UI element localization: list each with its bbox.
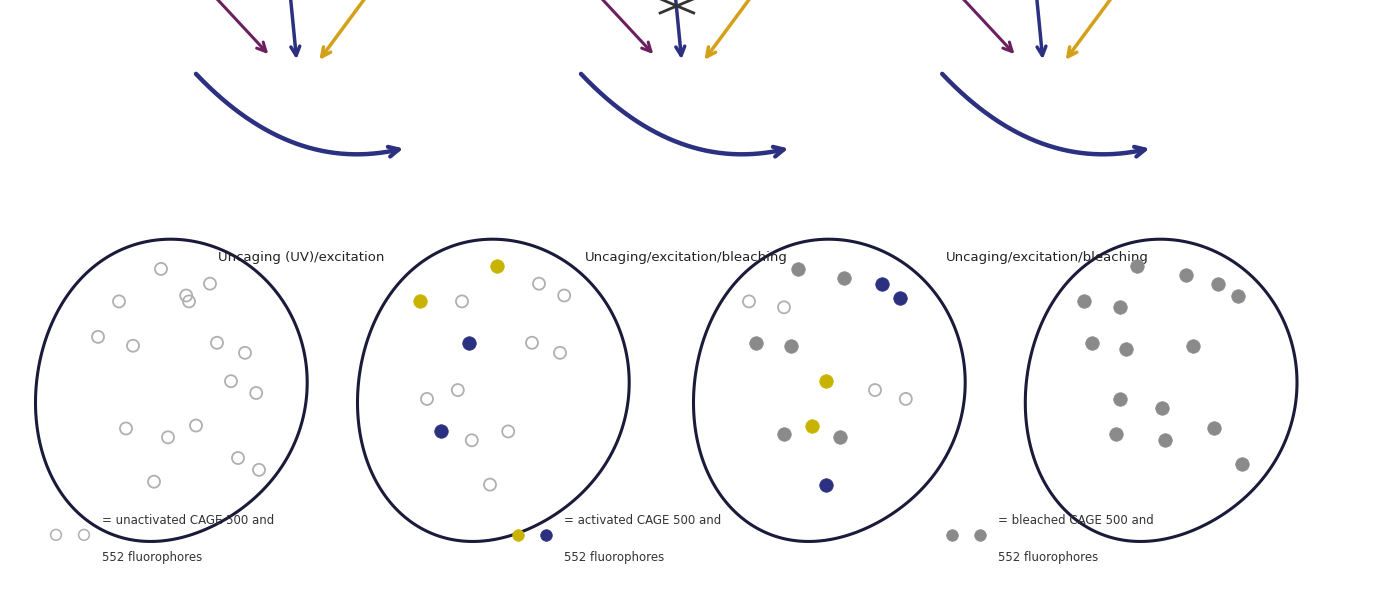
Point: [479, 480, 501, 489]
Polygon shape: [35, 239, 307, 541]
Point: [1072, 297, 1095, 306]
Point: [248, 465, 270, 475]
Point: [157, 433, 179, 442]
Point: [87, 332, 109, 342]
Polygon shape: [1025, 239, 1296, 541]
Point: [486, 261, 508, 271]
Text: 552 fluorophores: 552 fluorophores: [998, 551, 1099, 564]
Point: [773, 303, 795, 312]
Point: [45, 530, 67, 540]
Point: [507, 530, 529, 540]
Point: [497, 427, 519, 436]
Point: [787, 264, 809, 274]
Point: [864, 385, 886, 395]
Point: [122, 341, 144, 350]
Point: [108, 297, 130, 306]
Point: [773, 430, 795, 439]
Point: [1109, 303, 1131, 312]
Point: [521, 338, 543, 348]
Point: [185, 421, 207, 430]
Point: [829, 433, 851, 442]
Polygon shape: [693, 239, 965, 541]
Text: Uncaging/excitation/bleaching: Uncaging/excitation/bleaching: [946, 251, 1148, 264]
Point: [1081, 338, 1103, 348]
Point: [1109, 394, 1131, 404]
Point: [458, 338, 480, 348]
Point: [801, 421, 823, 430]
Point: [143, 477, 165, 486]
Point: [738, 297, 760, 306]
Point: [535, 530, 557, 540]
Polygon shape: [357, 239, 629, 541]
Point: [1207, 279, 1229, 288]
Text: = activated CAGE 500 and: = activated CAGE 500 and: [564, 514, 721, 527]
Point: [150, 264, 172, 274]
Point: [889, 294, 911, 303]
Point: [227, 453, 249, 463]
Point: [1105, 430, 1127, 439]
Point: [234, 348, 256, 358]
Text: Uncaging/excitation/bleaching: Uncaging/excitation/bleaching: [585, 251, 787, 264]
Point: [206, 338, 228, 348]
Point: [430, 427, 452, 436]
Point: [745, 338, 767, 348]
Point: [871, 279, 893, 288]
Point: [115, 424, 137, 433]
Point: [178, 297, 200, 306]
Point: [941, 530, 963, 540]
Point: [220, 376, 242, 386]
Point: [416, 394, 438, 404]
Point: [1203, 424, 1225, 433]
Point: [447, 385, 469, 395]
Point: [199, 279, 221, 288]
Point: [451, 297, 473, 306]
Text: = bleached CAGE 500 and: = bleached CAGE 500 and: [998, 514, 1154, 527]
Point: [461, 436, 483, 445]
Point: [175, 291, 197, 300]
Text: = unactivated CAGE 500 and: = unactivated CAGE 500 and: [102, 514, 274, 527]
Text: Uncaging (UV)/excitation: Uncaging (UV)/excitation: [218, 251, 384, 264]
Point: [409, 297, 431, 306]
Point: [1182, 341, 1204, 350]
Point: [815, 480, 837, 489]
Point: [815, 376, 837, 386]
Point: [1226, 291, 1249, 300]
Point: [1151, 403, 1173, 413]
Text: 552 fluorophores: 552 fluorophores: [564, 551, 665, 564]
Point: [549, 348, 571, 358]
Text: 552 fluorophores: 552 fluorophores: [102, 551, 203, 564]
Point: [1154, 436, 1176, 445]
Point: [73, 530, 95, 540]
Point: [553, 291, 575, 300]
Point: [1114, 344, 1137, 353]
Point: [833, 273, 855, 282]
Point: [1231, 459, 1253, 469]
Point: [528, 279, 550, 288]
Point: [1126, 261, 1148, 271]
Point: [969, 530, 991, 540]
Point: [245, 388, 267, 398]
Point: [895, 394, 917, 404]
Point: [1175, 270, 1197, 280]
Point: [780, 341, 802, 350]
